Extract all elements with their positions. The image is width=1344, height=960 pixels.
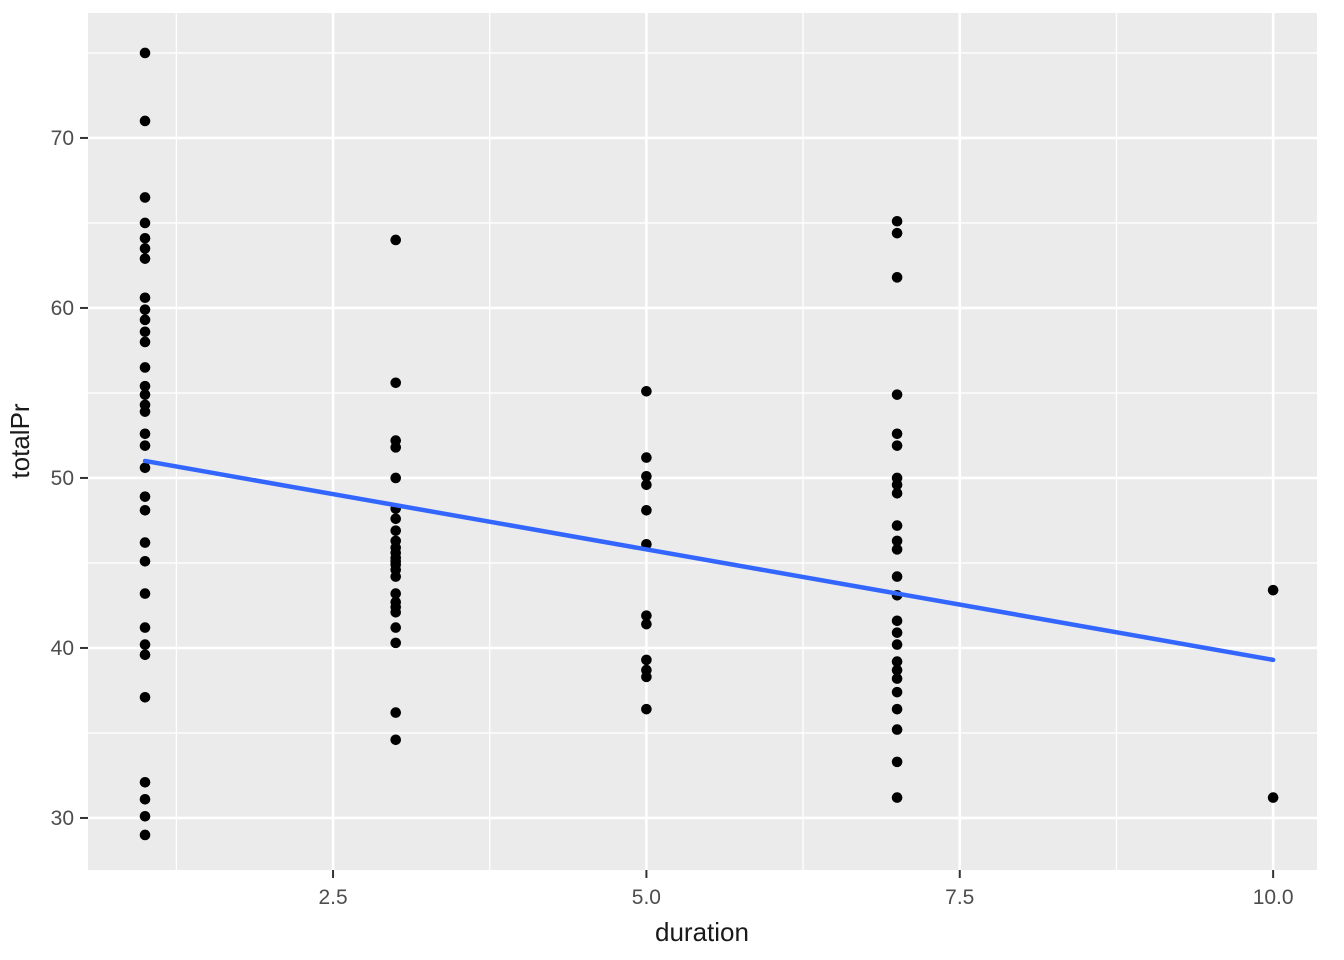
data-point [891,639,903,650]
data-point [139,192,151,203]
data-point [139,47,151,59]
data-point [641,671,652,683]
data-point [891,544,903,555]
data-point [891,535,903,547]
x-tick-label: 7.5 [945,886,974,909]
data-point [139,292,151,304]
y-axis-label: totalPr [5,403,35,478]
data-point [139,232,151,244]
data-point [891,479,903,491]
data-point [891,756,903,768]
data-point [891,487,903,499]
data-point [139,380,151,392]
data-point [641,654,652,666]
data-point [139,588,151,599]
data-point [390,525,402,536]
data-point [641,703,652,715]
data-point [390,377,402,389]
data-point [891,724,903,735]
data-point [641,452,652,463]
y-tick-label: 40 [51,637,74,660]
data-point [891,571,903,582]
data-point [390,513,402,525]
data-point [139,428,151,440]
data-point [139,362,151,373]
data-point [641,470,652,482]
data-point [390,734,402,746]
data-point [139,336,151,348]
data-point [139,440,151,451]
y-tick-label: 30 [51,807,74,830]
data-point [390,442,402,453]
data-point [139,253,151,264]
data-point [139,537,151,548]
data-point [1267,792,1279,803]
y-tick-label: 60 [51,297,74,320]
data-point [139,243,151,254]
x-axis-label: duration [655,917,749,947]
data-point [891,520,903,531]
data-point [139,491,151,502]
y-tick-label: 70 [51,127,74,150]
data-point [139,776,151,788]
data-point [641,504,652,516]
data-point [641,618,652,630]
data-point [139,829,151,841]
data-point [891,215,903,227]
data-point [390,707,402,718]
y-tick-label: 50 [51,467,74,490]
data-point [891,272,903,283]
data-point [891,686,903,698]
data-point [891,656,903,667]
data-point [1267,584,1279,596]
plot-panel [88,13,1317,870]
x-tick-label: 2.5 [318,886,347,909]
data-point [891,792,903,803]
data-point [891,664,903,676]
data-point [891,428,903,440]
data-point [139,462,151,474]
data-point [641,385,652,397]
data-point [390,606,402,618]
data-point [139,326,151,338]
data-point [891,627,903,638]
data-point [390,472,402,484]
data-point [139,314,151,326]
data-point [139,622,151,633]
data-point [139,406,151,417]
data-point [139,304,151,315]
data-point [891,673,903,684]
data-point [390,588,402,599]
x-tick-label: 5.0 [632,886,661,909]
data-point [139,639,151,650]
data-point [390,622,402,633]
data-point [891,615,903,627]
data-point [139,793,151,805]
data-point [891,389,903,400]
data-point [139,217,151,229]
data-point [139,649,151,661]
data-point [139,115,151,127]
data-point [390,637,402,649]
data-point [390,234,402,246]
data-point [891,440,903,451]
trend-line [142,458,1276,663]
data-point [139,389,151,400]
data-point [139,691,151,703]
data-point [390,571,402,582]
data-point [139,504,151,516]
data-point [641,610,652,621]
x-tick-label: 10.0 [1253,886,1294,909]
data-point [891,227,903,239]
data-point [139,810,151,822]
data-point [641,479,652,491]
data-point [139,555,151,567]
data-point [891,703,903,715]
